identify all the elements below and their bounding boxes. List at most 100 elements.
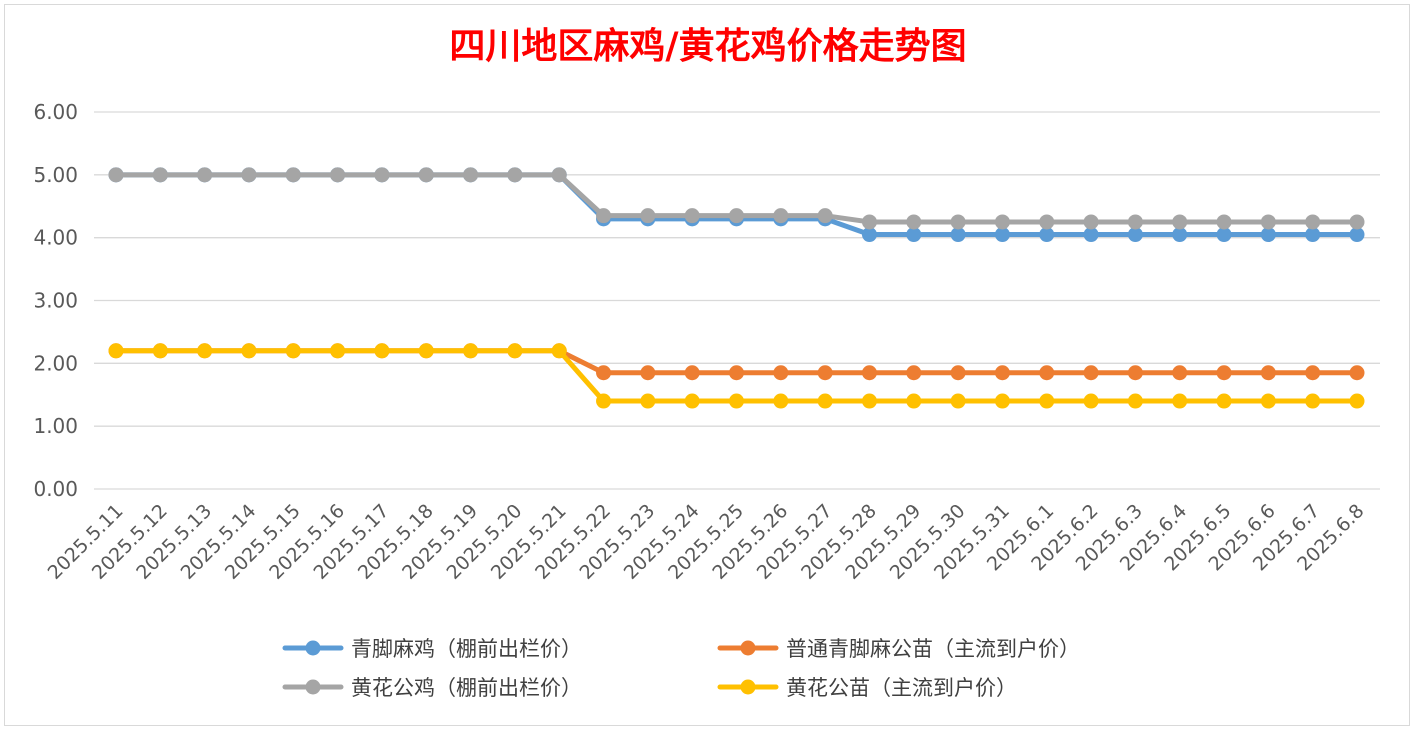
data-point — [640, 208, 656, 224]
data-point — [1216, 393, 1232, 409]
data-point — [1305, 214, 1321, 230]
chart-frame — [4, 4, 1410, 726]
data-point — [1127, 393, 1143, 409]
data-point — [1349, 365, 1365, 381]
data-point — [1039, 214, 1055, 230]
data-point — [861, 393, 877, 409]
y-tick-label: 3.00 — [33, 289, 78, 313]
legend-marker — [305, 640, 321, 656]
legend-marker — [740, 679, 756, 695]
gridlines — [94, 111, 1380, 490]
data-point — [1216, 214, 1232, 230]
data-point — [418, 343, 434, 359]
data-point — [1349, 227, 1365, 243]
legend-label: 普通青脚麻公苗（主流到户价） — [786, 637, 1080, 661]
data-point — [1305, 393, 1321, 409]
legend-marker — [305, 679, 321, 695]
data-point — [1260, 214, 1276, 230]
data-point — [950, 365, 966, 381]
data-point — [994, 214, 1010, 230]
data-point — [817, 393, 833, 409]
data-point — [906, 393, 922, 409]
data-point — [906, 365, 922, 381]
data-point — [596, 365, 612, 381]
data-point — [729, 393, 744, 409]
data-point — [374, 167, 390, 183]
data-point — [684, 208, 700, 224]
data-point — [906, 227, 922, 243]
legend-item: 青脚麻鸡（棚前出栏价） — [282, 637, 582, 661]
data-point — [684, 365, 700, 381]
data-point — [551, 167, 567, 183]
series-2 — [108, 167, 1365, 230]
data-point — [950, 393, 966, 409]
data-point — [1260, 365, 1276, 381]
data-point — [285, 343, 301, 359]
y-tick-label: 1.00 — [33, 414, 78, 438]
y-tick-label: 2.00 — [33, 351, 78, 375]
data-point — [1127, 227, 1143, 243]
data-point — [1039, 393, 1055, 409]
data-point — [1039, 227, 1055, 243]
data-point — [551, 343, 567, 359]
legend-label: 黄花公鸡（棚前出栏价） — [351, 676, 582, 700]
data-point — [1127, 214, 1143, 230]
chart-title: 四川地区麻鸡/黄花鸡价格走势图 — [449, 25, 966, 67]
data-point — [152, 167, 168, 183]
data-point — [330, 167, 346, 183]
data-point — [1172, 365, 1188, 381]
legend: 青脚麻鸡（棚前出栏价） 普通青脚麻公苗（主流到户价） 黄花公鸡（棚前出栏价） 黄花公苗… — [282, 637, 1080, 700]
data-point — [1083, 214, 1099, 230]
data-point — [817, 365, 833, 381]
data-point — [108, 167, 124, 183]
y-axis-ticks: 0.00 1.00 2.00 3.00 4.00 5.00 6.00 — [33, 100, 78, 501]
data-point — [1216, 365, 1232, 381]
series-layer — [108, 167, 1365, 409]
data-point — [197, 343, 213, 359]
y-tick-label: 0.00 — [33, 477, 78, 501]
data-point — [950, 227, 966, 243]
data-point — [285, 167, 301, 183]
data-point — [640, 393, 656, 409]
y-tick-label: 5.00 — [33, 163, 78, 187]
data-point — [729, 208, 744, 224]
data-point — [463, 167, 479, 183]
data-point — [1260, 393, 1276, 409]
data-point — [1083, 393, 1099, 409]
data-point — [1039, 365, 1055, 381]
data-point — [817, 208, 833, 224]
x-axis-ticks: 2025.5.112025.5.122025.5.132025.5.142025… — [44, 500, 1369, 584]
data-point — [994, 393, 1010, 409]
data-point — [463, 343, 479, 359]
legend-item: 黄花公鸡（棚前出栏价） — [282, 676, 582, 700]
data-point — [1349, 393, 1365, 409]
data-point — [596, 393, 612, 409]
data-point — [596, 208, 612, 224]
data-point — [1172, 227, 1188, 243]
data-point — [507, 167, 523, 183]
data-point — [1172, 393, 1188, 409]
data-point — [994, 365, 1010, 381]
y-tick-label: 6.00 — [33, 100, 78, 124]
legend-item: 黄花公苗（主流到户价） — [717, 676, 1017, 700]
data-point — [330, 343, 346, 359]
data-point — [950, 214, 966, 230]
data-point — [1083, 365, 1099, 381]
data-point — [1305, 365, 1321, 381]
data-point — [729, 365, 744, 381]
data-point — [1305, 227, 1321, 243]
data-point — [1216, 227, 1232, 243]
legend-label: 黄花公苗（主流到户价） — [786, 676, 1017, 700]
data-point — [152, 343, 168, 359]
data-point — [773, 365, 789, 381]
legend-item: 普通青脚麻公苗（主流到户价） — [717, 637, 1080, 661]
legend-marker — [740, 640, 756, 656]
data-point — [507, 343, 523, 359]
data-point — [1083, 227, 1099, 243]
data-point — [108, 343, 124, 359]
data-point — [861, 227, 877, 243]
data-point — [640, 365, 656, 381]
data-point — [861, 214, 877, 230]
series-3 — [108, 343, 1365, 409]
